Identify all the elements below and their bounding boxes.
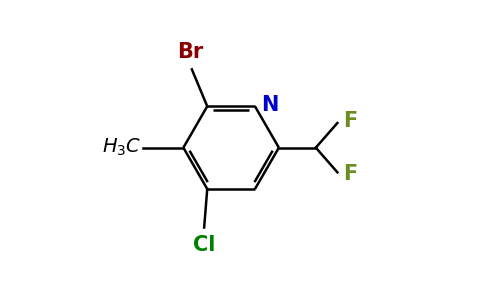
Text: $H_3C$: $H_3C$ [102,137,142,158]
Text: N: N [261,95,278,115]
Text: Br: Br [177,42,203,62]
Text: F: F [344,164,358,184]
Text: F: F [344,112,358,131]
Text: Cl: Cl [193,235,215,255]
